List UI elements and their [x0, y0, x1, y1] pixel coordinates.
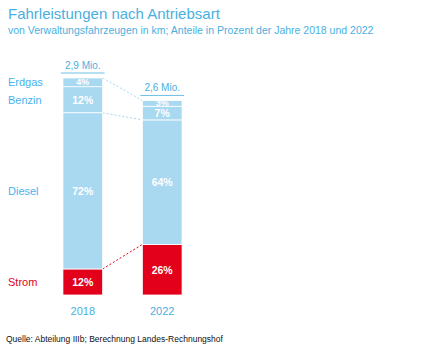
- total-line: [61, 73, 105, 74]
- legend: Strom Diesel Benzin Erdgas: [8, 76, 43, 288]
- title: Fahrleistungen nach Antriebsart: [8, 5, 221, 22]
- source: Quelle: Abteilung IIIb; Berechnung Lande…: [6, 334, 224, 344]
- bar-segment: [142, 120, 182, 245]
- connector: [103, 244, 143, 269]
- bar-segment: [63, 113, 103, 269]
- tick: 2018: [71, 305, 95, 317]
- connector: [103, 113, 143, 120]
- tick-label: 2018: [71, 305, 95, 317]
- data-label: 26%: [152, 264, 174, 276]
- connector: [103, 78, 143, 100]
- bar-segment: [63, 87, 103, 113]
- tick: 2022: [150, 305, 174, 317]
- connectors: [103, 78, 143, 269]
- legend-label: Erdgas: [8, 76, 43, 88]
- totals: 2,9 Mio. 2,6 Mio.: [61, 60, 184, 95]
- tick-label: 2022: [150, 305, 174, 317]
- bar-segment: [142, 244, 182, 295]
- legend-label: Diesel: [8, 185, 39, 197]
- bar-segment: [63, 269, 103, 295]
- bar-segment: [63, 78, 103, 87]
- data-label: 72%: [72, 185, 94, 197]
- legend-label: Benzin: [8, 94, 42, 106]
- data-label: 12%: [72, 276, 94, 288]
- data-label: 64%: [152, 176, 174, 188]
- bars: [63, 78, 182, 295]
- data-label: 4%: [76, 77, 89, 87]
- data-label: 7%: [155, 107, 171, 119]
- total-label: 2,6 Mio.: [144, 82, 180, 93]
- chart: Fahrleistungen nach Antriebsart von Verwa…: [0, 0, 428, 350]
- total-label: 2,9 Mio.: [65, 60, 101, 71]
- legend-label: Strom: [8, 276, 37, 288]
- data-label: 12%: [72, 94, 94, 106]
- data-label: 3%: [156, 98, 169, 108]
- x-axis: 2018 2022: [71, 305, 175, 317]
- total-line: [140, 95, 184, 96]
- data-labels: 12% 26% 72% 64% 12% 7% 4% 3%: [72, 77, 173, 288]
- subtitle: von Verwaltungsfahrzeugen in km; Anteile…: [8, 24, 374, 36]
